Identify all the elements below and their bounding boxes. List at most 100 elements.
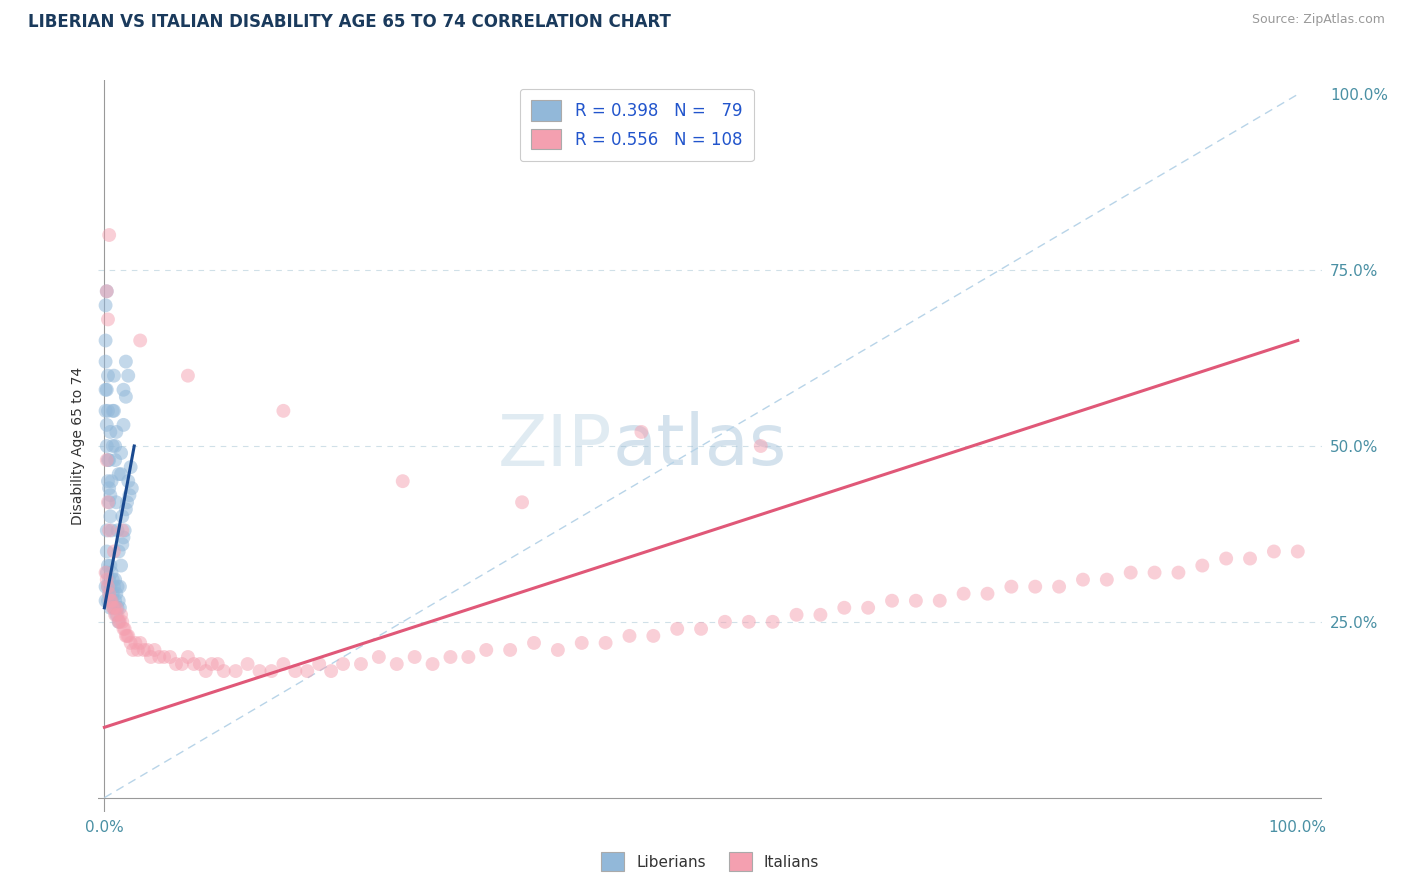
Point [98,495,121,509]
Point [273,657,295,671]
Point [148,650,170,665]
Point [120,636,142,650]
Point [122,643,145,657]
Point [97,312,120,326]
Point [96,544,118,558]
Point [475,643,498,657]
Point [115,629,138,643]
Point [273,404,295,418]
Point [104,439,127,453]
Point [107,580,129,594]
Point [153,650,176,665]
Point [98,600,121,615]
Point [97,580,120,594]
Point [127,643,149,657]
Point [952,587,974,601]
Point [110,558,132,573]
Point [97,368,120,383]
Point [297,664,319,678]
Point [832,600,855,615]
Point [96,417,118,432]
Point [225,664,247,678]
Point [499,643,522,657]
Point [177,650,200,665]
Point [96,573,118,587]
Point [98,558,121,573]
Point [98,587,121,601]
Point [284,664,307,678]
Point [101,587,124,601]
Point [96,439,118,453]
Point [643,629,665,643]
Point [1024,580,1046,594]
Point [201,657,224,671]
Point [1143,566,1166,580]
Point [188,657,211,671]
Point [1071,573,1094,587]
Point [595,636,617,650]
Point [105,495,128,509]
Point [115,495,138,509]
Y-axis label: Disability Age 65 to 74: Disability Age 65 to 74 [70,367,84,525]
Point [666,622,689,636]
Point [104,453,127,467]
Point [367,650,389,665]
Point [98,481,121,495]
Point [100,474,122,488]
Point [928,593,950,607]
Point [98,524,121,538]
Point [118,488,141,502]
Point [105,600,128,615]
Point [976,587,998,601]
Point [308,657,330,671]
Point [112,530,135,544]
Point [107,524,129,538]
Point [1215,551,1237,566]
Point [103,544,125,558]
Point [110,446,132,460]
Point [422,657,444,671]
Point [98,573,121,587]
Point [107,615,129,629]
Point [112,622,135,636]
Point [136,643,159,657]
Point [510,495,533,509]
Point [108,580,131,594]
Text: Source: ZipAtlas.com: Source: ZipAtlas.com [1251,13,1385,27]
Point [183,657,205,671]
Point [105,587,128,601]
Point [101,439,124,453]
Point [94,404,117,418]
Point [107,544,129,558]
Point [143,643,166,657]
Point [749,439,772,453]
Point [714,615,737,629]
Point [457,650,479,665]
Point [856,600,879,615]
Point [94,566,117,580]
Point [110,467,132,482]
Point [108,600,131,615]
Point [94,354,117,368]
Point [571,636,593,650]
Point [111,509,134,524]
Point [738,615,761,629]
Point [107,593,129,607]
Point [107,607,129,622]
Point [97,558,120,573]
Point [439,650,461,665]
Point [97,453,120,467]
Point [98,488,121,502]
Point [96,285,118,299]
Point [1263,544,1285,558]
Point [98,453,121,467]
Point [97,474,120,488]
Point [98,509,121,524]
Point [212,664,235,678]
Text: atlas: atlas [612,411,786,481]
Point [786,607,808,622]
Point [103,404,125,418]
Point [1239,551,1261,566]
Point [111,615,134,629]
Point [115,629,138,643]
